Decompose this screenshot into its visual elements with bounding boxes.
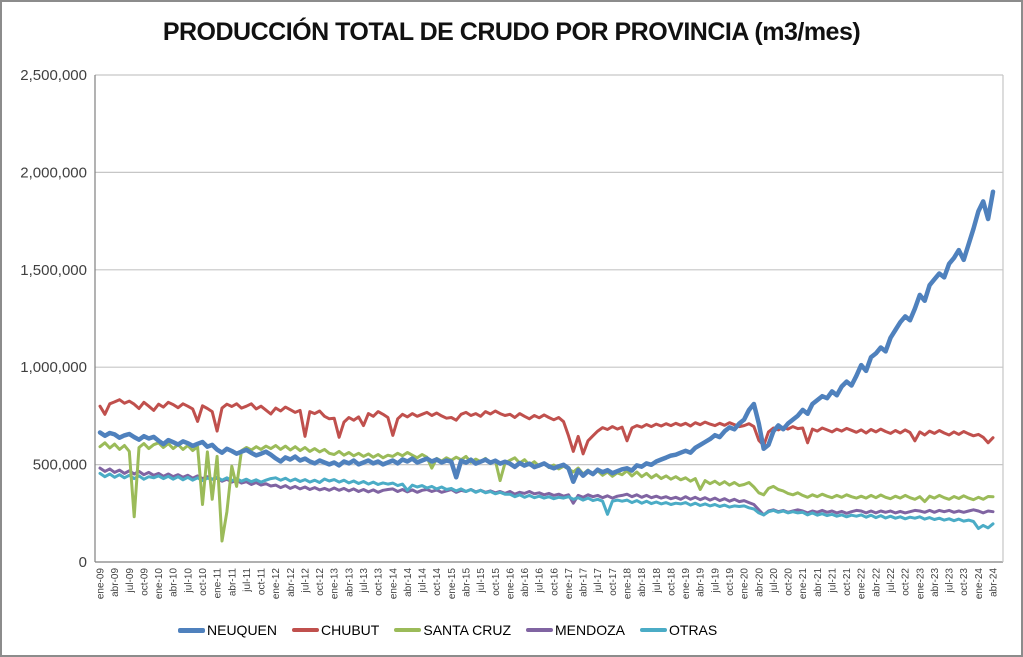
- x-axis-label: jul-15: [476, 568, 487, 594]
- x-axis-label: abr-17: [579, 568, 590, 597]
- x-axis-label: oct-19: [725, 568, 736, 596]
- x-axis-label: ene-21: [798, 568, 809, 600]
- x-axis-label: abr-12: [286, 568, 297, 597]
- legend-label: NEUQUEN: [207, 622, 278, 638]
- x-axis-label: oct-14: [432, 568, 443, 596]
- x-axis-label: oct-16: [549, 568, 560, 596]
- x-axis-label: ene-09: [96, 568, 107, 600]
- legend-label: SANTA CRUZ: [423, 622, 511, 638]
- x-axis-label: abr-24: [989, 568, 1000, 597]
- x-axis-label: ene-15: [447, 568, 458, 600]
- series-line-chubut: [98, 398, 995, 456]
- x-axis-label: ene-23: [915, 568, 926, 600]
- x-axis-label: ene-20: [740, 568, 751, 600]
- x-axis-label: abr-20: [754, 568, 765, 597]
- x-axis-label: jul-12: [300, 568, 311, 594]
- x-axis-label: oct-21: [842, 568, 853, 596]
- x-axis-label: oct-12: [315, 568, 326, 596]
- x-axis-label: ene-10: [154, 568, 165, 600]
- x-axis-label: oct-10: [198, 568, 209, 596]
- x-axis-label: jul-19: [710, 568, 721, 594]
- x-axis-label: jul-14: [418, 568, 429, 594]
- x-axis-label: abr-14: [403, 568, 414, 597]
- x-axis-label: jul-11: [242, 568, 253, 593]
- x-axis-label: abr-19: [696, 568, 707, 597]
- legend-item-santa-cruz: SANTA CRUZ: [394, 622, 511, 638]
- x-axis-label: oct-09: [139, 568, 150, 596]
- x-axis-label: jul-21: [827, 568, 838, 594]
- series-line-santa-cruz: [98, 441, 995, 543]
- legend-item-neuquen: NEUQUEN: [178, 622, 277, 638]
- x-axis-label: oct-11: [257, 568, 268, 595]
- x-axis-label: jul-10: [183, 568, 194, 594]
- y-axis-label: 2,000,000: [20, 164, 87, 181]
- x-axis-label: jul-17: [593, 568, 604, 594]
- legend-label: MENDOZA: [555, 622, 625, 638]
- x-axis-label: oct-22: [901, 568, 912, 596]
- legend: NEUQUEN CHUBUT SANTA CRUZ MENDOZA OTRAS: [178, 622, 717, 638]
- chart-title: PRODUCCIÓN TOTAL DE CRUDO POR PROVINCIA …: [162, 18, 861, 46]
- x-axis-label: abr-21: [813, 568, 824, 597]
- x-axis-label: jul-16: [535, 568, 546, 594]
- x-axis-label: ene-17: [564, 568, 575, 600]
- x-axis-label: ene-18: [623, 568, 634, 600]
- x-axis-label: oct-17: [608, 568, 619, 596]
- x-axis-label: ene-11: [213, 568, 224, 599]
- x-axis-label: oct-18: [666, 568, 677, 596]
- x-axis-label: oct-15: [491, 568, 502, 596]
- x-axis-label: abr-23: [930, 568, 941, 597]
- series-line-otras: [98, 471, 995, 530]
- legend-label: CHUBUT: [321, 622, 380, 638]
- legend-item-otras: OTRAS: [640, 622, 717, 638]
- x-axis-label: jul-23: [945, 568, 956, 594]
- x-axis-label: abr-09: [110, 568, 121, 597]
- x-axis-label: ene-19: [681, 568, 692, 600]
- x-axis-label: abr-18: [637, 568, 648, 597]
- series-line-mendoza: [98, 466, 995, 517]
- legend-swatch-chubut: [292, 628, 320, 632]
- y-axis-label: 1,000,000: [20, 359, 87, 376]
- y-axis-label: 1,500,000: [20, 262, 87, 279]
- x-axis-label: ene-14: [388, 568, 399, 600]
- x-axis-label: ene-24: [974, 568, 985, 600]
- legend-swatch-neuquen: [178, 627, 205, 633]
- x-axis-label: abr-10: [169, 568, 180, 597]
- x-axis-label: abr-11: [227, 568, 238, 597]
- series-line-neuquen: [97, 189, 996, 484]
- x-axis-label: jul-22: [886, 568, 897, 594]
- x-axis-label: ene-13: [330, 568, 341, 600]
- legend-item-chubut: CHUBUT: [292, 622, 379, 638]
- x-axis-label: abr-22: [871, 568, 882, 597]
- legend-swatch-santa-cruz: [394, 628, 422, 632]
- x-axis-label: jul-18: [652, 568, 663, 594]
- x-axis-label: jul-20: [769, 568, 780, 594]
- x-axis-label: ene-16: [505, 568, 516, 600]
- x-axis-label: jul-09: [125, 568, 136, 594]
- legend-swatch-otras: [640, 628, 667, 632]
- x-axis-label: ene-12: [271, 568, 282, 600]
- y-axis-label: 0: [79, 554, 87, 571]
- x-axis-label: abr-15: [461, 568, 472, 597]
- x-axis-label: oct-13: [374, 568, 385, 596]
- x-axis-label: jul-13: [359, 568, 370, 594]
- legend-swatch-mendoza: [526, 628, 553, 632]
- legend-item-mendoza: MENDOZA: [526, 622, 625, 638]
- x-axis-label: abr-16: [520, 568, 531, 597]
- y-axis-label: 2,500,000: [20, 67, 87, 84]
- x-axis-label: oct-23: [959, 568, 970, 596]
- x-axis-label: ene-22: [857, 568, 868, 600]
- x-axis-label: abr-13: [344, 568, 355, 597]
- legend-label: OTRAS: [669, 622, 718, 638]
- y-axis-label: 500,000: [33, 457, 87, 474]
- x-axis-label: oct-20: [784, 568, 795, 596]
